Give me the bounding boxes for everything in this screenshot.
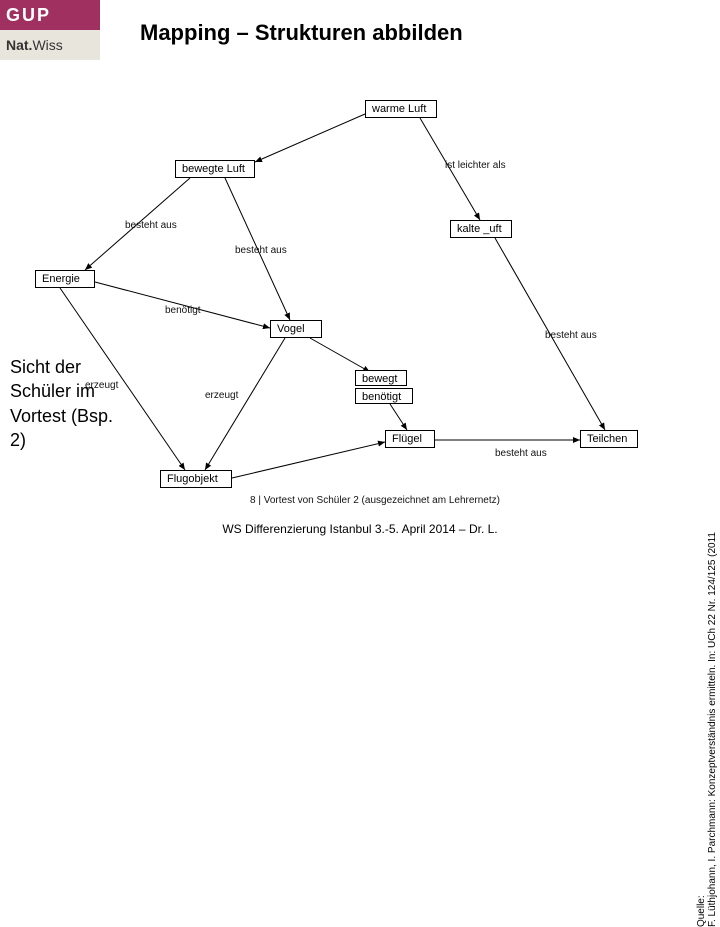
node-vogel: Vogel [270, 320, 322, 338]
node-kalte_luft: kalte _uft [450, 220, 512, 238]
edge-label: besteht aus [125, 220, 177, 231]
logo-bottom-rest: Wiss [32, 37, 62, 53]
diagram-caption: 8 | Vortest von Schüler 2 (ausgezeichnet… [250, 495, 500, 506]
edge [255, 114, 365, 162]
edge [310, 338, 370, 372]
logo-bottom-bold: Nat. [6, 37, 32, 53]
node-teilchen: Teilchen [580, 430, 638, 448]
node-bewegte_luft: bewegte Luft [175, 160, 255, 178]
node-bewegt: bewegt [355, 370, 407, 386]
footer-text: WS Differenzierung Istanbul 3.-5. April … [0, 522, 720, 536]
edge-label: erzeugt [205, 390, 238, 401]
edge [232, 442, 385, 478]
edge-label: besteht aus [495, 448, 547, 459]
page-title: Mapping – Strukturen abbilden [140, 20, 463, 46]
edge-label: ist leichter als [445, 160, 506, 171]
node-benoetigt2: benötigt [355, 388, 413, 404]
logo: GUP Nat.Wiss [0, 0, 100, 60]
source-line1: Quelle: [696, 895, 707, 927]
node-warme_luft: warme Luft [365, 100, 437, 118]
source-citation: Quelle: F. Lüthjohann, I. Parchmann: Kon… [696, 532, 718, 927]
edges-layer [25, 70, 685, 520]
source-line2: F. Lüthjohann, I. Parchmann: Konzeptvers… [707, 532, 718, 927]
edge-label: besteht aus [235, 245, 287, 256]
logo-top: GUP [0, 0, 100, 30]
node-flugobjekt: Flugobjekt [160, 470, 232, 488]
edge [205, 338, 285, 470]
edge-label: erzeugt [85, 380, 118, 391]
edge [390, 404, 407, 430]
edge-label: benötigt [165, 305, 201, 316]
node-fluegel: Flügel [385, 430, 435, 448]
node-energie: Energie [35, 270, 95, 288]
logo-bottom: Nat.Wiss [0, 30, 100, 60]
edge-label: besteht aus [545, 330, 597, 341]
concept-map: 8 | Vortest von Schüler 2 (ausgezeichnet… [25, 70, 685, 520]
